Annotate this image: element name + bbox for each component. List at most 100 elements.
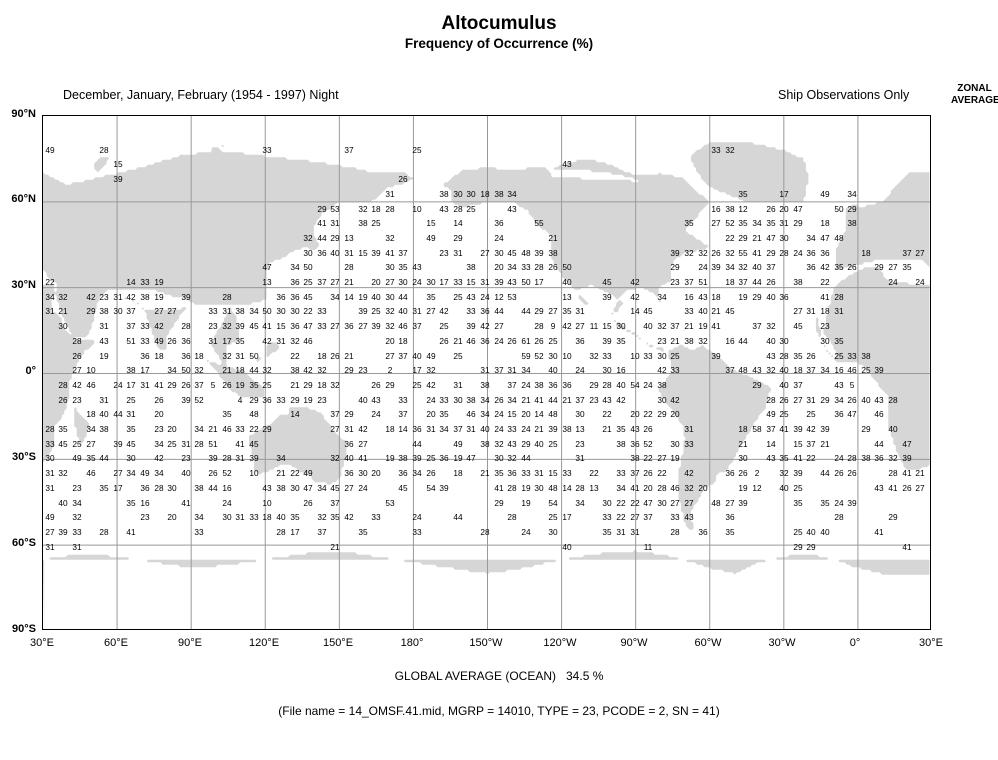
svg-text:23: 23 xyxy=(670,277,680,287)
svg-text:14: 14 xyxy=(562,483,572,493)
svg-text:26: 26 xyxy=(494,395,504,405)
svg-text:10: 10 xyxy=(262,498,272,508)
svg-text:33: 33 xyxy=(371,512,381,522)
svg-text:39: 39 xyxy=(466,321,476,331)
svg-text:59: 59 xyxy=(521,351,531,361)
svg-text:45: 45 xyxy=(793,321,803,331)
svg-text:18: 18 xyxy=(861,248,871,258)
svg-text:26: 26 xyxy=(847,262,857,272)
svg-text:38: 38 xyxy=(99,424,109,434)
svg-text:29: 29 xyxy=(453,233,463,243)
svg-text:31: 31 xyxy=(208,336,218,346)
svg-text:29: 29 xyxy=(820,395,830,405)
svg-text:36: 36 xyxy=(806,262,816,272)
svg-text:21: 21 xyxy=(208,424,218,434)
svg-text:28: 28 xyxy=(575,483,585,493)
svg-text:36: 36 xyxy=(276,292,286,302)
svg-text:52: 52 xyxy=(643,439,653,449)
svg-text:43: 43 xyxy=(752,365,762,375)
svg-text:13: 13 xyxy=(562,292,572,302)
svg-text:21: 21 xyxy=(222,365,232,375)
svg-text:47: 47 xyxy=(303,483,313,493)
svg-text:43: 43 xyxy=(507,439,517,449)
svg-text:42: 42 xyxy=(154,321,164,331)
svg-text:26: 26 xyxy=(181,380,191,390)
svg-text:29: 29 xyxy=(793,218,803,228)
svg-text:35: 35 xyxy=(86,453,96,463)
svg-text:42: 42 xyxy=(358,424,368,434)
svg-text:24: 24 xyxy=(113,380,123,390)
svg-text:38: 38 xyxy=(398,453,408,463)
svg-text:33: 33 xyxy=(466,306,476,316)
svg-text:20: 20 xyxy=(385,336,395,346)
svg-text:25: 25 xyxy=(453,351,463,361)
svg-text:30: 30 xyxy=(602,365,612,375)
svg-text:29: 29 xyxy=(589,380,599,390)
svg-text:48: 48 xyxy=(548,483,558,493)
svg-text:43: 43 xyxy=(630,424,640,434)
svg-text:41: 41 xyxy=(874,527,884,537)
svg-text:24: 24 xyxy=(834,453,844,463)
svg-text:30: 30 xyxy=(534,483,544,493)
svg-text:38: 38 xyxy=(290,365,300,375)
svg-text:32: 32 xyxy=(725,248,735,258)
svg-text:44: 44 xyxy=(453,512,463,522)
svg-text:23: 23 xyxy=(99,292,109,302)
svg-text:26: 26 xyxy=(439,336,449,346)
svg-text:33: 33 xyxy=(507,424,517,434)
svg-text:32: 32 xyxy=(766,321,776,331)
svg-text:25: 25 xyxy=(303,277,313,287)
svg-text:15: 15 xyxy=(426,218,436,228)
svg-text:37: 37 xyxy=(793,380,803,390)
svg-text:37: 37 xyxy=(317,527,327,537)
svg-text:40: 40 xyxy=(779,365,789,375)
svg-text:43: 43 xyxy=(602,395,612,405)
svg-text:38: 38 xyxy=(847,218,857,228)
svg-text:31: 31 xyxy=(181,439,191,449)
svg-text:34: 34 xyxy=(276,453,286,463)
svg-text:28: 28 xyxy=(779,248,789,258)
svg-text:38: 38 xyxy=(480,380,490,390)
svg-text:46: 46 xyxy=(874,409,884,419)
svg-text:12: 12 xyxy=(494,292,504,302)
svg-text:40: 40 xyxy=(480,424,490,434)
svg-text:37: 37 xyxy=(806,365,816,375)
svg-text:31: 31 xyxy=(235,351,245,361)
svg-text:25: 25 xyxy=(861,365,871,375)
svg-text:35: 35 xyxy=(602,527,612,537)
svg-text:47: 47 xyxy=(643,498,653,508)
svg-text:39: 39 xyxy=(602,336,612,346)
svg-text:38: 38 xyxy=(480,439,490,449)
svg-text:36: 36 xyxy=(630,439,640,449)
svg-text:41: 41 xyxy=(358,453,368,463)
svg-text:28: 28 xyxy=(534,262,544,272)
svg-text:28: 28 xyxy=(888,395,898,405)
svg-text:33: 33 xyxy=(562,468,572,478)
svg-text:17: 17 xyxy=(562,512,572,522)
svg-text:38: 38 xyxy=(466,262,476,272)
svg-text:30: 30 xyxy=(548,351,558,361)
svg-text:15: 15 xyxy=(358,248,368,258)
svg-text:41: 41 xyxy=(534,395,544,405)
svg-text:52: 52 xyxy=(194,395,204,405)
svg-text:22: 22 xyxy=(616,512,626,522)
svg-text:23: 23 xyxy=(72,395,82,405)
svg-text:32: 32 xyxy=(725,145,735,155)
svg-text:23: 23 xyxy=(439,248,449,258)
svg-text:30: 30 xyxy=(126,453,136,463)
svg-text:18: 18 xyxy=(86,409,96,419)
svg-text:41: 41 xyxy=(235,439,245,449)
svg-text:32: 32 xyxy=(358,204,368,214)
svg-text:43: 43 xyxy=(874,483,884,493)
svg-text:42: 42 xyxy=(630,292,640,302)
svg-text:40: 40 xyxy=(562,542,572,552)
svg-text:38: 38 xyxy=(861,453,871,463)
svg-text:53: 53 xyxy=(507,292,517,302)
svg-text:30: 30 xyxy=(113,306,123,316)
svg-text:22: 22 xyxy=(303,306,313,316)
svg-text:46: 46 xyxy=(86,468,96,478)
svg-text:31: 31 xyxy=(99,321,109,331)
svg-text:32: 32 xyxy=(317,512,327,522)
svg-text:49: 49 xyxy=(426,351,436,361)
svg-text:30: 30 xyxy=(616,321,626,331)
